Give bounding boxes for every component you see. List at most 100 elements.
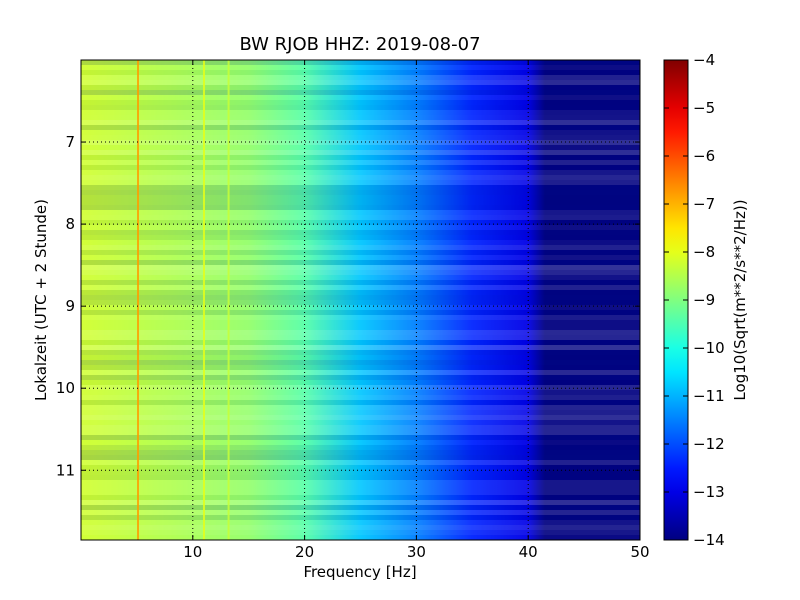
colorbar-tick-label: −6 (693, 147, 715, 165)
time-band (81, 405, 640, 410)
time-band (81, 140, 640, 145)
time-band (81, 320, 640, 325)
plot-area: 10 20 30 40 50 7 8 9 10 11 (56, 59, 650, 561)
colorbar-label: Log10(Sqrt(m**2/s**2/Hz)) (731, 199, 749, 400)
time-band (81, 495, 640, 500)
time-band (81, 75, 640, 80)
time-band (81, 280, 640, 285)
colorbar-ticks: −4 −5 −6 −7 −8 −9 −10 −11 −12 −13 −14 (664, 51, 725, 549)
y-tick-label: 11 (56, 461, 75, 479)
time-band (81, 225, 640, 230)
time-band (81, 265, 640, 270)
x-tick-label: 40 (519, 543, 538, 561)
x-tick-label: 50 (630, 543, 649, 561)
time-band (81, 240, 640, 245)
time-band (81, 490, 640, 495)
chart-title: BW RJOB HHZ: 2019-08-07 (239, 34, 480, 55)
x-axis-label: Frequency [Hz] (303, 563, 416, 581)
colorbar-tick-label: −14 (693, 531, 725, 549)
colorbar-tick-label: −4 (693, 51, 715, 69)
time-band (81, 340, 640, 345)
colorbar-tick-label: −8 (693, 243, 715, 261)
time-band (81, 245, 640, 250)
time-band (81, 275, 640, 280)
time-band (81, 390, 640, 395)
time-band (81, 360, 640, 365)
time-band (81, 95, 640, 100)
time-band (81, 185, 640, 190)
narrowband-lines (137, 60, 230, 540)
x-tick-label: 20 (295, 543, 314, 561)
time-band (81, 155, 640, 160)
grid-lines (81, 60, 640, 540)
time-band (81, 435, 640, 440)
time-band (81, 385, 640, 390)
time-band (81, 305, 640, 310)
time-band (81, 60, 640, 65)
x-tick-label: 10 (183, 543, 202, 561)
time-band (81, 430, 640, 435)
time-band (81, 440, 640, 445)
time-band (81, 525, 640, 530)
time-band (81, 485, 640, 490)
time-band (81, 425, 640, 430)
time-band (81, 475, 640, 480)
time-band (81, 355, 640, 360)
colorbar-tick-label: −12 (693, 435, 725, 453)
time-band (81, 315, 640, 320)
time-band (81, 230, 640, 235)
time-band (81, 215, 640, 220)
time-band (81, 115, 640, 120)
time-band (81, 535, 640, 540)
time-band (81, 65, 640, 70)
time-band (81, 80, 640, 85)
time-band (81, 395, 640, 400)
time-band (81, 70, 640, 75)
y-axis-label: Lokalzeit (UTC + 2 Stunde) (32, 199, 50, 401)
time-band (81, 205, 640, 210)
time-band (81, 515, 640, 520)
time-band (81, 415, 640, 420)
time-band (81, 120, 640, 125)
time-band (81, 470, 640, 475)
time-band (81, 420, 640, 425)
time-band (81, 300, 640, 305)
time-band (81, 200, 640, 205)
spectrogram-image (81, 60, 640, 540)
time-band (81, 370, 640, 375)
time-band (81, 520, 640, 525)
time-band (81, 270, 640, 275)
time-band (81, 500, 640, 505)
time-band (81, 165, 640, 170)
time-band (81, 460, 640, 465)
time-band (81, 190, 640, 195)
x-axis-ticks: 10 20 30 40 50 (183, 60, 650, 561)
colorbar: −4 −5 −6 −7 −8 −9 −10 −11 −12 −13 −14 Log10(Sqrt(m… (663, 51, 749, 549)
time-band (81, 175, 640, 180)
time-band (81, 135, 640, 140)
time-band (81, 455, 640, 460)
time-band (81, 480, 640, 485)
time-band (81, 310, 640, 315)
time-band (81, 465, 640, 470)
time-band (81, 285, 640, 290)
time-band (81, 400, 640, 405)
time-band (81, 450, 640, 455)
colorbar-tick-label: −13 (693, 483, 725, 501)
time-band (81, 335, 640, 340)
time-band (81, 180, 640, 185)
time-band (81, 260, 640, 265)
time-band (81, 220, 640, 225)
time-band (81, 330, 640, 335)
time-band (81, 85, 640, 90)
y-tick-label: 8 (65, 215, 75, 233)
time-band (81, 160, 640, 165)
time-band (81, 365, 640, 370)
time-band (81, 250, 640, 255)
time-band (81, 530, 640, 535)
time-band (81, 410, 640, 415)
y-tick-label: 7 (65, 133, 75, 151)
time-band (81, 105, 640, 110)
time-band (81, 505, 640, 510)
time-band (81, 125, 640, 130)
